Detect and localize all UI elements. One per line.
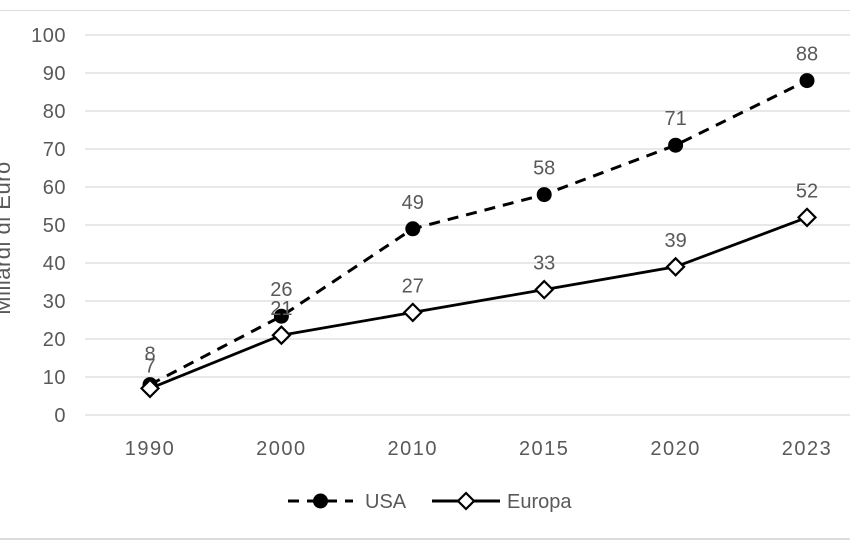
- page-top-border: [0, 10, 850, 11]
- y-tick-label-0: 0: [54, 405, 66, 427]
- marker-europa-2000: [271, 325, 292, 346]
- x-axis-tick-labels: 1990 2000 2010 2015 2020 2023: [125, 438, 833, 460]
- data-label-usa-2000: 26: [270, 279, 292, 301]
- series-europa-line: [149, 216, 808, 390]
- y-tick-label-20: 20: [43, 329, 66, 351]
- data-label-europa-2020: 39: [664, 230, 686, 252]
- x-tick-label-2015: 2015: [519, 438, 570, 460]
- data-label-usa-2010: 49: [402, 192, 424, 214]
- series-usa-line: [149, 79, 808, 386]
- legend-usa-marker: [313, 493, 328, 509]
- marker-europa-1990: [139, 378, 161, 399]
- series-usa: 8 26 49 58 71 88: [142, 44, 818, 393]
- data-label-usa-2015: 58: [533, 158, 555, 180]
- data-label-europa-2015: 33: [533, 253, 555, 275]
- series-europa: 7 21 27 33 39 52: [139, 180, 818, 399]
- legend-label-europa: Europa: [507, 491, 572, 513]
- x-tick-label-1990: 1990: [125, 438, 176, 460]
- marker-usa-2010: [405, 221, 421, 237]
- data-label-europa-2010: 27: [402, 275, 424, 297]
- x-tick-label-2020: 2020: [650, 438, 701, 460]
- y-tick-label-90: 90: [43, 63, 66, 85]
- y-axis-tick-labels: 0 10 20 30 40 50 60 70 80 90 100: [31, 25, 66, 427]
- gridlines: [85, 34, 850, 416]
- data-label-europa-2023: 52: [796, 180, 818, 202]
- y-tick-label-80: 80: [43, 101, 66, 123]
- marker-europa-2023: [796, 207, 818, 228]
- legend: USA Europa: [288, 491, 572, 513]
- marker-usa-2000: [273, 308, 289, 324]
- x-tick-label-2000: 2000: [256, 438, 307, 460]
- marker-usa-2020: [668, 137, 684, 153]
- y-tick-label-40: 40: [43, 253, 66, 275]
- y-tick-label-50: 50: [43, 215, 66, 237]
- data-label-usa-1990: 8: [144, 344, 155, 366]
- x-tick-label-2023: 2023: [782, 438, 833, 460]
- data-label-usa-2020: 71: [664, 108, 686, 130]
- y-tick-label-30: 30: [43, 291, 66, 313]
- marker-europa-2020: [665, 256, 686, 277]
- marker-europa-2015: [534, 279, 555, 300]
- marker-usa-2015: [536, 187, 552, 203]
- y-tick-label-100: 100: [31, 25, 66, 47]
- marker-europa-2010: [402, 302, 423, 323]
- legend-label-usa: USA: [365, 491, 407, 513]
- data-label-usa-2023: 88: [796, 44, 818, 66]
- page-bottom-border: [0, 538, 850, 540]
- y-tick-label-70: 70: [43, 139, 66, 161]
- y-tick-label-60: 60: [43, 177, 66, 199]
- data-label-europa-1990: 7: [144, 355, 155, 377]
- data-label-europa-2000: 21: [270, 298, 292, 320]
- marker-usa-2023: [799, 73, 815, 89]
- x-tick-label-2010: 2010: [388, 438, 439, 460]
- legend-europa-marker: [456, 491, 476, 511]
- y-tick-label-10: 10: [43, 367, 66, 389]
